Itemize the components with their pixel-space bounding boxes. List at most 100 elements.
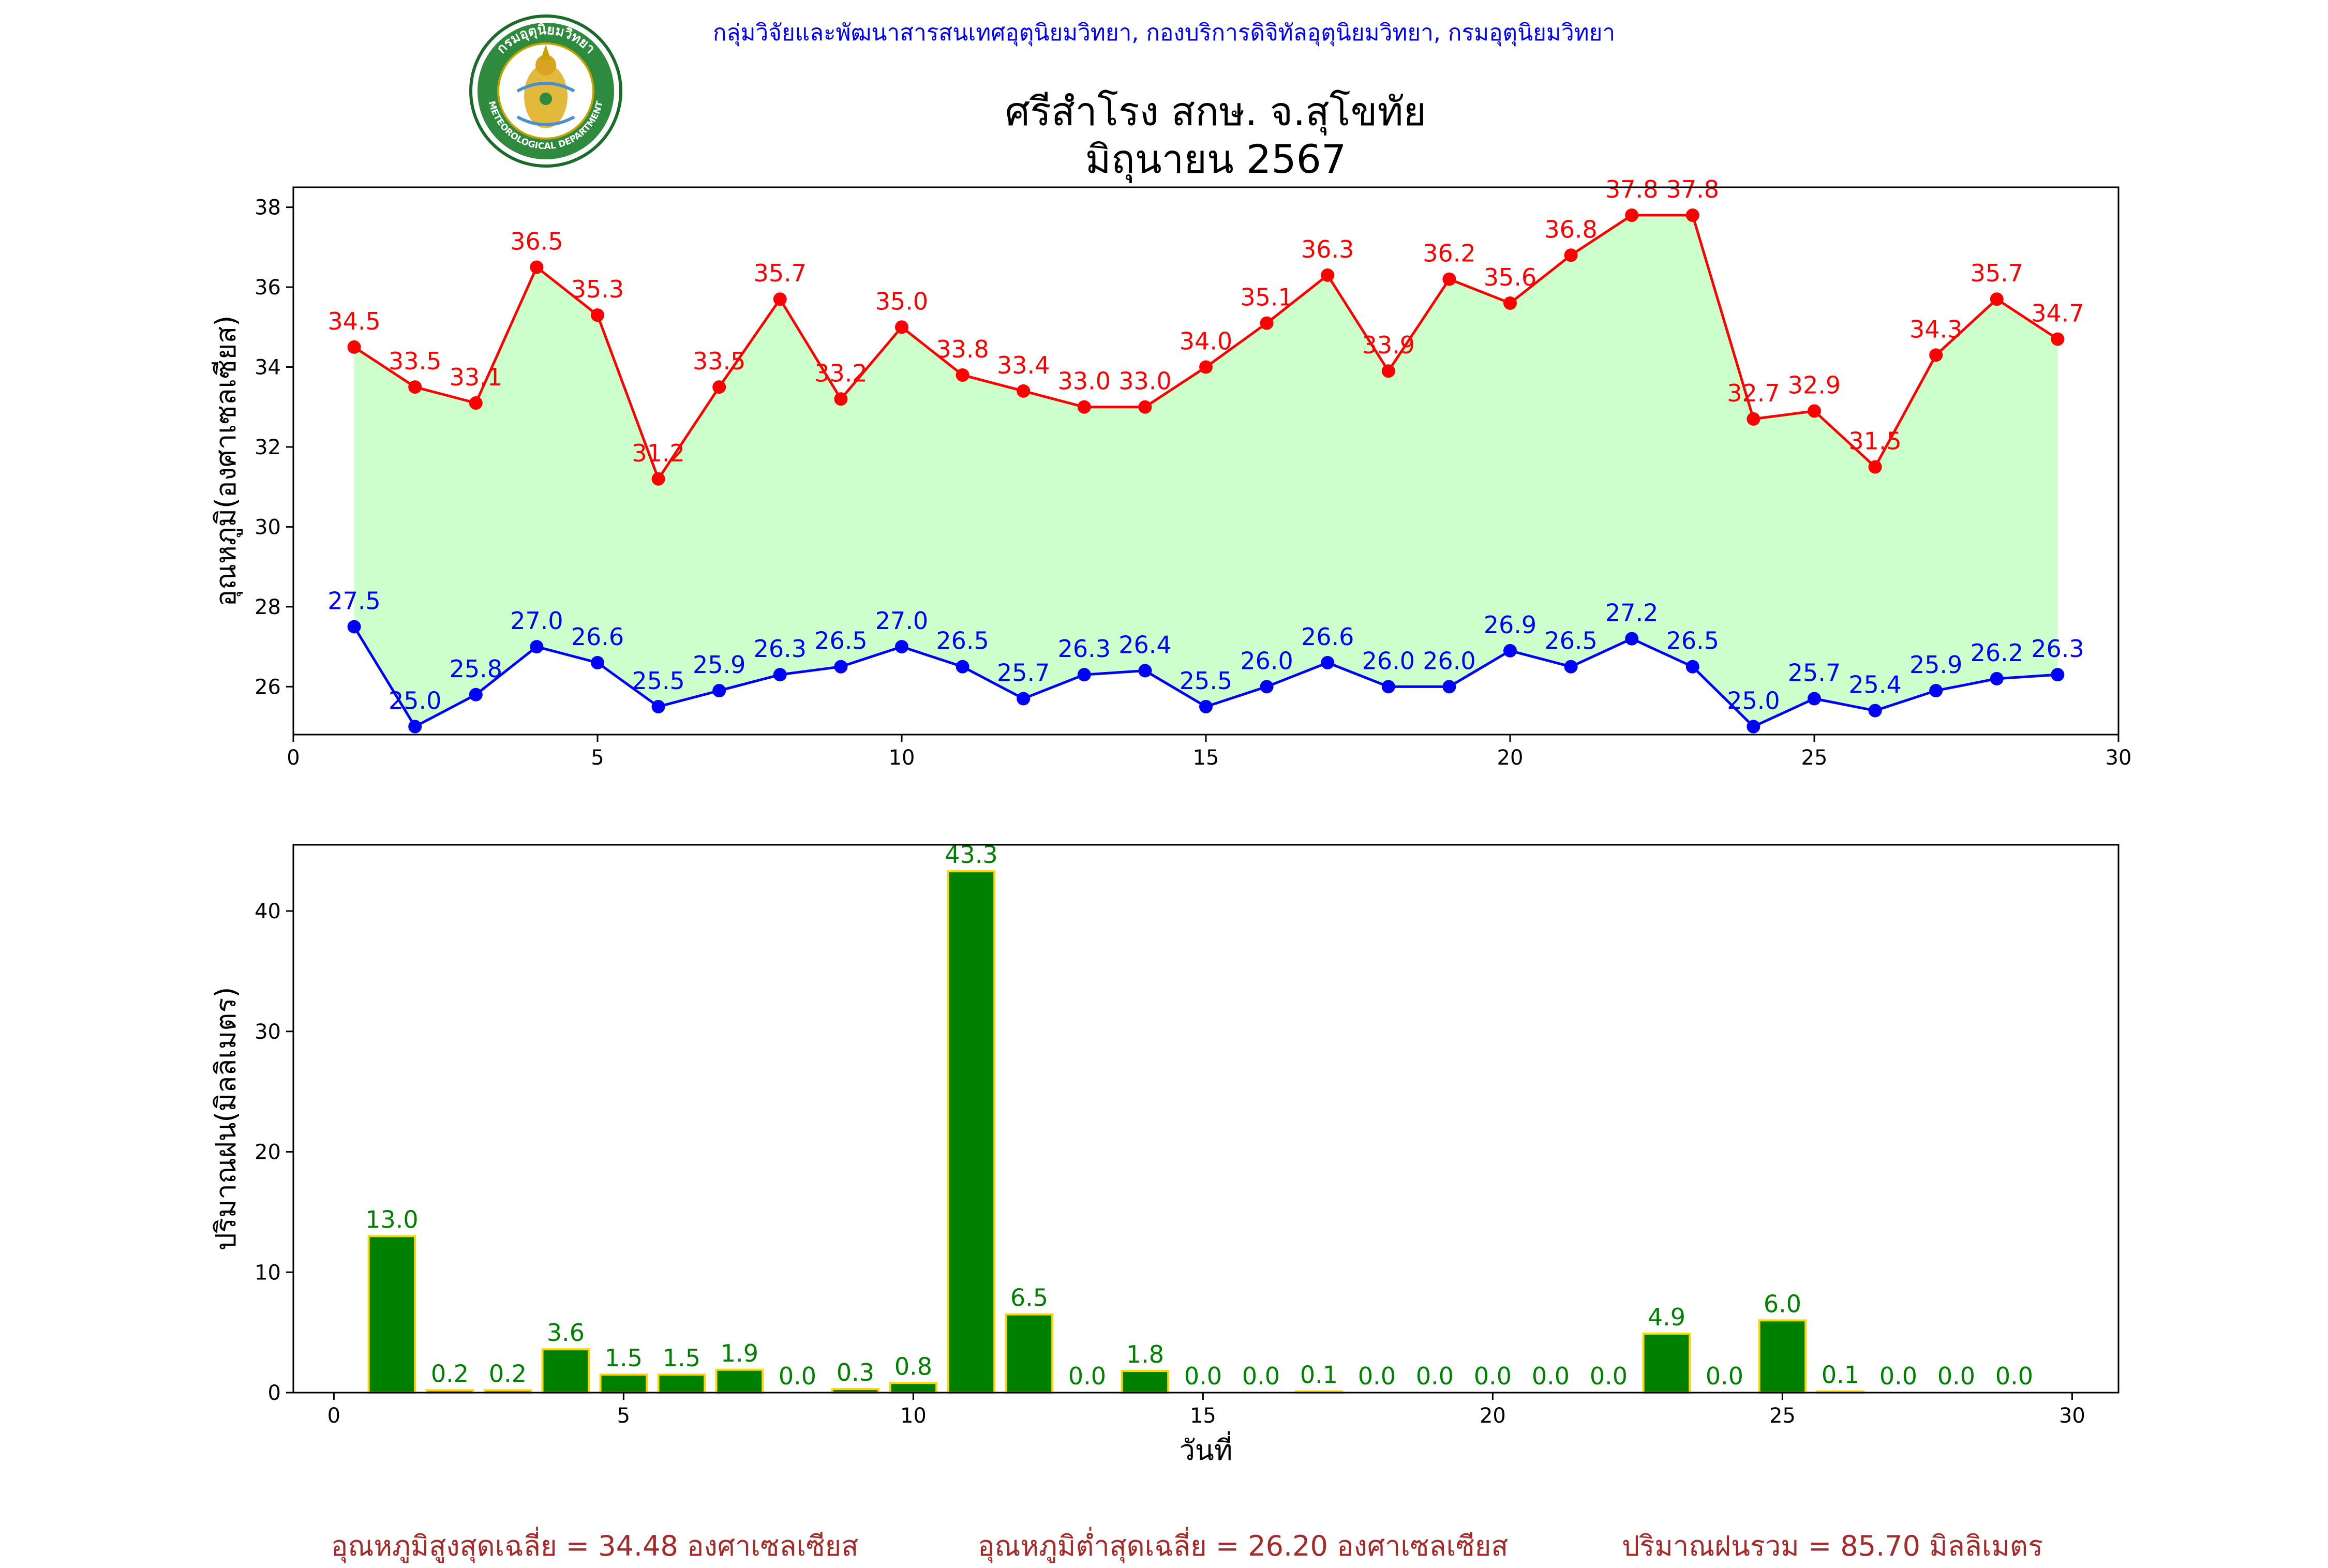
min-temp-point	[895, 640, 908, 654]
rain-bar	[541, 1348, 590, 1394]
max-temp-label: 33.8	[936, 335, 989, 363]
min-temp-label: 25.7	[1788, 659, 1841, 686]
min-temp-label: 25.7	[997, 659, 1050, 686]
max-temp-label: 33.2	[814, 359, 867, 387]
max-temp-point	[1442, 272, 1456, 286]
min-temp-point	[1625, 632, 1639, 646]
rain-x-tick-label: 25	[1769, 1404, 1796, 1428]
rain-y-tick-label: 20	[255, 1141, 281, 1164]
max-temp-label: 34.7	[2031, 299, 2084, 327]
max-temp-point	[1564, 248, 1578, 262]
rain-value-label: 3.6	[547, 1319, 585, 1347]
max-temp-label: 34.3	[1909, 315, 1962, 343]
rain-value-label: 0.8	[894, 1352, 932, 1380]
temp-x-tick-label: 10	[889, 746, 915, 770]
min-temp-label: 26.6	[1301, 623, 1354, 651]
rain-value-label: 0.0	[1068, 1362, 1106, 1390]
max-temp-point	[2051, 332, 2065, 346]
rain-value-label: 0.0	[1474, 1362, 1512, 1390]
rain-plot-frame	[292, 844, 2120, 1394]
rain-bar	[947, 870, 996, 1394]
rain-value-label: 0.0	[1879, 1362, 1917, 1390]
max-temp-point	[834, 392, 848, 406]
rain-value-label: 4.9	[1648, 1303, 1685, 1331]
min-temp-point	[1868, 704, 1882, 718]
rain-value-label: 0.1	[1300, 1361, 1338, 1389]
rain-bar	[657, 1373, 706, 1394]
chart-title-station: ศรีสำโรง สกษ. จ.สุโขทัย	[1005, 88, 1427, 135]
rain-bar	[1758, 1319, 1807, 1394]
max-temp-label: 33.5	[389, 347, 441, 375]
rain-x-tick-label: 0	[327, 1404, 340, 1428]
meteorological-department-seal-icon: กรมอุตุนิยมวิทยา METEOROLOGICAL DEPARTME…	[469, 14, 622, 168]
min-temp-point	[591, 655, 604, 669]
min-temp-point	[1138, 664, 1152, 678]
temp-x-tick-label: 15	[1193, 746, 1219, 770]
max-temp-point	[1138, 400, 1152, 414]
rain-value-label: 1.9	[721, 1339, 758, 1367]
max-temp-label: 31.5	[1848, 427, 1901, 455]
rain-value-label: 0.0	[1184, 1362, 1222, 1390]
temp-y-tick-label: 30	[255, 515, 281, 539]
max-temp-point	[1381, 364, 1395, 378]
max-temp-label: 33.0	[1058, 367, 1111, 395]
rain-value-label: 0.0	[1532, 1362, 1570, 1390]
temp-y-tick-label: 28	[255, 595, 281, 619]
max-temp-point	[1625, 208, 1639, 222]
min-temp-point	[1260, 680, 1274, 694]
temp-y-tick-label: 26	[255, 675, 281, 699]
min-temp-label: 26.0	[1362, 647, 1415, 675]
min-temp-point	[834, 660, 848, 674]
min-temp-label: 25.0	[1727, 687, 1780, 715]
min-temp-label: 26.6	[571, 623, 624, 651]
rain-value-label: 0.1	[1822, 1361, 1859, 1389]
max-temp-label: 34.0	[1180, 327, 1232, 355]
max-temp-label: 31.2	[632, 439, 684, 467]
max-temp-label: 33.1	[450, 363, 502, 391]
temp-x-tick-label: 20	[1497, 746, 1524, 770]
rain-x-tick-label: 10	[900, 1404, 927, 1428]
min-temp-label: 27.0	[875, 607, 928, 635]
rain-value-label: 0.2	[489, 1360, 527, 1387]
max-temp-point	[773, 292, 787, 306]
rain-value-label: 0.0	[1416, 1362, 1454, 1390]
rain-bar	[1642, 1332, 1691, 1394]
max-temp-label: 34.5	[327, 307, 380, 335]
min-temp-point	[1503, 644, 1517, 658]
max-temp-point	[1990, 292, 2004, 306]
rain-y-axis-label: ปริมาณฝน(มิลลิเมตร)	[210, 987, 242, 1251]
rain-x-axis-label: วันที่	[1180, 1431, 1233, 1467]
max-temp-point	[1260, 316, 1274, 330]
max-temp-point	[1808, 404, 1821, 418]
max-temp-label: 33.5	[693, 347, 745, 375]
temp-y-tick-label: 38	[255, 196, 281, 220]
max-temp-point	[591, 308, 604, 322]
min-temp-point	[1808, 692, 1821, 706]
max-temp-point	[1685, 208, 1699, 222]
max-temp-label: 35.3	[571, 275, 624, 303]
min-temp-point	[1077, 668, 1091, 682]
max-temp-label: 37.8	[1666, 175, 1719, 203]
avg-min-temp-text: อุณหภูมิต่ำสุดเฉลี่ย = 26.20 องศาเซลเซีย…	[978, 1530, 1509, 1562]
rain-value-label: 13.0	[365, 1205, 418, 1233]
temp-y-axis-label: อุณหภูมิ(องศาเซลเซียส)	[210, 316, 243, 607]
min-temp-point	[1442, 680, 1456, 694]
min-temp-label: 26.2	[1971, 639, 2023, 667]
min-temp-label: 25.9	[693, 651, 745, 679]
min-temp-point	[1990, 671, 2004, 685]
rain-value-label: 0.0	[779, 1362, 816, 1390]
rain-value-label: 0.3	[837, 1358, 874, 1386]
max-temp-label: 35.0	[875, 287, 928, 315]
rain-x-tick-label: 15	[1190, 1404, 1216, 1428]
temp-y-tick-label: 34	[255, 356, 281, 380]
temp-x-tick-label: 25	[1801, 746, 1828, 770]
rain-value-label: 0.0	[1937, 1362, 1975, 1390]
max-temp-label: 33.0	[1118, 367, 1171, 395]
total-rain-text: ปริมาณฝนรวม = 85.70 มิลลิเมตร	[1622, 1530, 2043, 1562]
rain-value-label: 1.5	[663, 1344, 700, 1372]
avg-max-temp-text: อุณหภูมิสูงสุดเฉลี่ย = 34.48 องศาเซลเซีย…	[331, 1530, 859, 1562]
max-temp-point	[1868, 460, 1882, 474]
rain-bar	[367, 1235, 416, 1394]
rain-value-label: 6.5	[1010, 1284, 1048, 1312]
temp-range-fill	[354, 215, 2058, 727]
